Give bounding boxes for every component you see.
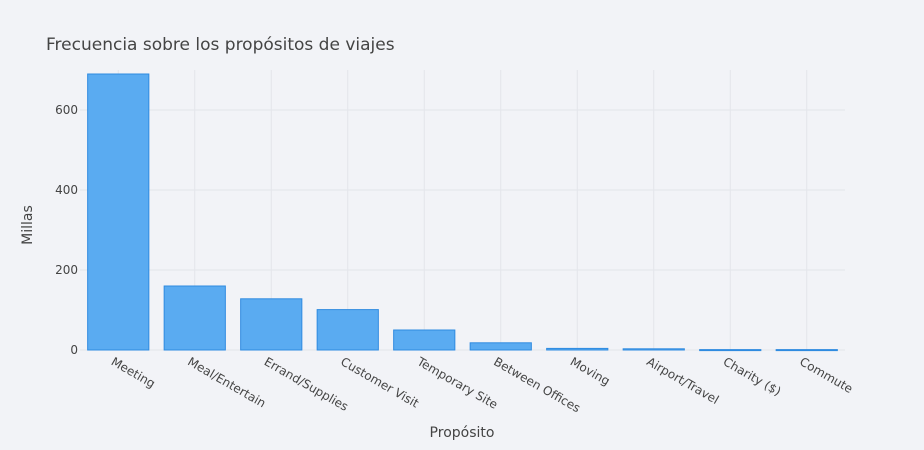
bar-layer bbox=[87, 73, 838, 352]
y-tick-label: 200 bbox=[55, 263, 78, 277]
bar-commute[interactable] bbox=[775, 349, 838, 352]
y-axis-title: Millas bbox=[20, 205, 36, 245]
bar-charity[interactable] bbox=[699, 349, 762, 352]
y-tick-label: 400 bbox=[55, 183, 78, 197]
y-tick-label: 0 bbox=[70, 343, 78, 357]
x-tick-labels: Meeting Meal/EntertainErrand/SuppliesCust… bbox=[109, 354, 855, 415]
x-tick-label: Airport/Travel bbox=[644, 354, 721, 407]
x-tick-label: Meeting bbox=[109, 354, 158, 390]
x-tick-label: Moving bbox=[568, 354, 613, 388]
bar-between-offices[interactable] bbox=[469, 342, 532, 351]
x-tick-label: Commute bbox=[797, 354, 855, 396]
x-tick-label: Errand/Supplies bbox=[262, 354, 351, 413]
bar-errand-supplies[interactable] bbox=[240, 298, 303, 351]
y-tick-labels: 0 200 400 600 bbox=[55, 103, 78, 357]
x-tick-label: Temporary Site bbox=[414, 354, 500, 412]
x-axis-title: Propósito bbox=[430, 425, 495, 441]
y-tick-label: 600 bbox=[55, 103, 78, 117]
bar-moving[interactable] bbox=[546, 347, 609, 351]
bar-meeting[interactable] bbox=[87, 73, 150, 351]
bar-airport-travel[interactable] bbox=[622, 348, 685, 351]
bar-meal-entertain[interactable] bbox=[163, 285, 226, 351]
chart-title: Frecuencia sobre los propósitos de viaje… bbox=[46, 35, 395, 55]
x-tick-label: Customer Visit bbox=[338, 354, 421, 410]
bar-temporary-site[interactable] bbox=[393, 329, 456, 351]
x-tick-label: Charity ($) bbox=[721, 354, 784, 398]
bar-customer-visit[interactable] bbox=[316, 309, 379, 351]
x-tick-label: Meal/Entertain bbox=[185, 354, 268, 410]
